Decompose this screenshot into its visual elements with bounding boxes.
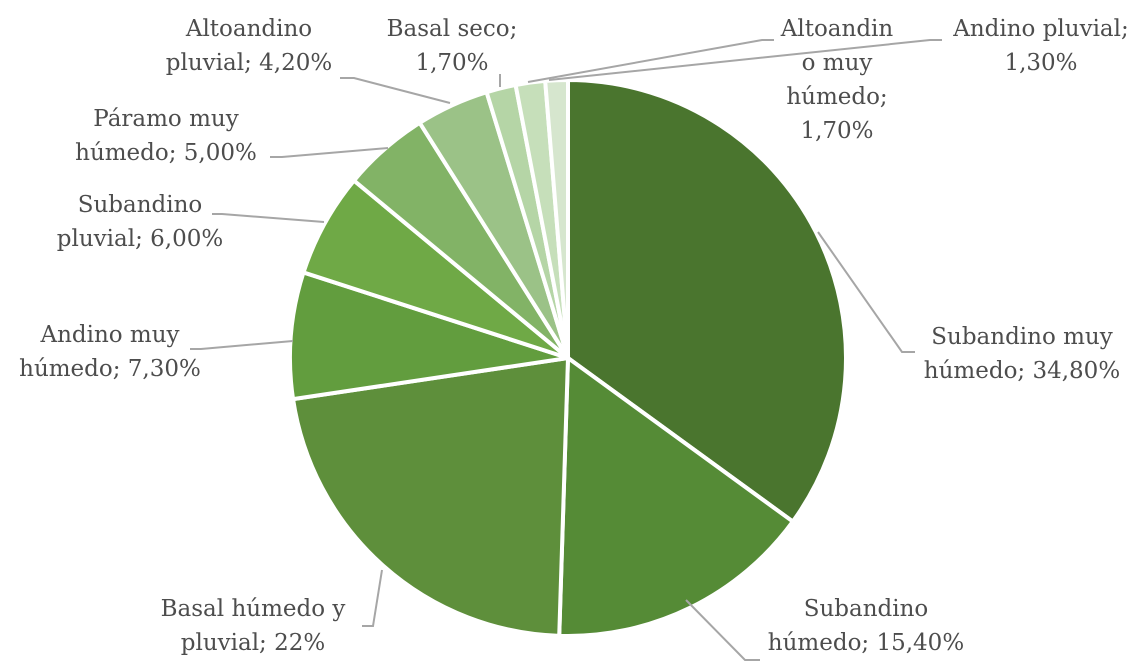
pie-slice-andino-muy-humedo xyxy=(288,269,569,402)
data-labels: Subandino muy húmedo; 34,80% Subandino húme… xyxy=(19,16,1129,656)
leader-line-subandino-muy-humedo xyxy=(817,231,915,353)
leader-line-andino-muy-humedo xyxy=(190,340,294,350)
data-label-basal-seco: Basal seco; 1,70% xyxy=(387,16,518,76)
leader-line-subandino-pluvial xyxy=(212,213,325,223)
data-label-subandino-muy-humedo: Subandino muy húmedo; 34,80% xyxy=(924,324,1120,384)
data-label-andino-pluvial: Andino pluvial; 1,30% xyxy=(952,16,1129,76)
leader-lines xyxy=(190,39,942,661)
pie-slices xyxy=(288,77,848,638)
pie-slice-basal-humedo-y-pluvial xyxy=(290,355,571,638)
leader-line-paramo-muy-humedo xyxy=(270,147,389,158)
data-label-subandino-humedo: Subandino húmedo; 15,40% xyxy=(768,596,964,656)
leader-line-subandino-humedo xyxy=(685,599,760,661)
pie-slice-subandino-muy-humedo xyxy=(566,77,848,525)
data-label-altoandino-muy-humedo: Altoandin o muy húmedo; 1,70% xyxy=(780,16,894,144)
leader-line-altoandino-pluvial xyxy=(340,77,451,104)
data-label-basal-humedo-y-pluvial: Basal húmedo y pluvial; 22% xyxy=(161,596,346,656)
data-label-paramo-muy-humedo: Páramo muy húmedo; 5,00% xyxy=(75,106,257,166)
pie-slice-andino-pluvial xyxy=(543,77,570,359)
data-label-altoandino-pluvial: Altoandino pluvial; 4,20% xyxy=(166,16,332,76)
data-label-andino-muy-humedo: Andino muy húmedo; 7,30% xyxy=(19,322,201,382)
pie-slice-subandino-humedo xyxy=(557,354,796,638)
leader-line-basal-humedo-y-pluvial xyxy=(362,569,383,627)
leader-line-altoandino-muy-humedo xyxy=(527,39,774,83)
leader-line-andino-pluvial xyxy=(548,39,942,81)
data-label-subandino-pluvial: Subandino pluvial; 6,00% xyxy=(57,192,223,252)
